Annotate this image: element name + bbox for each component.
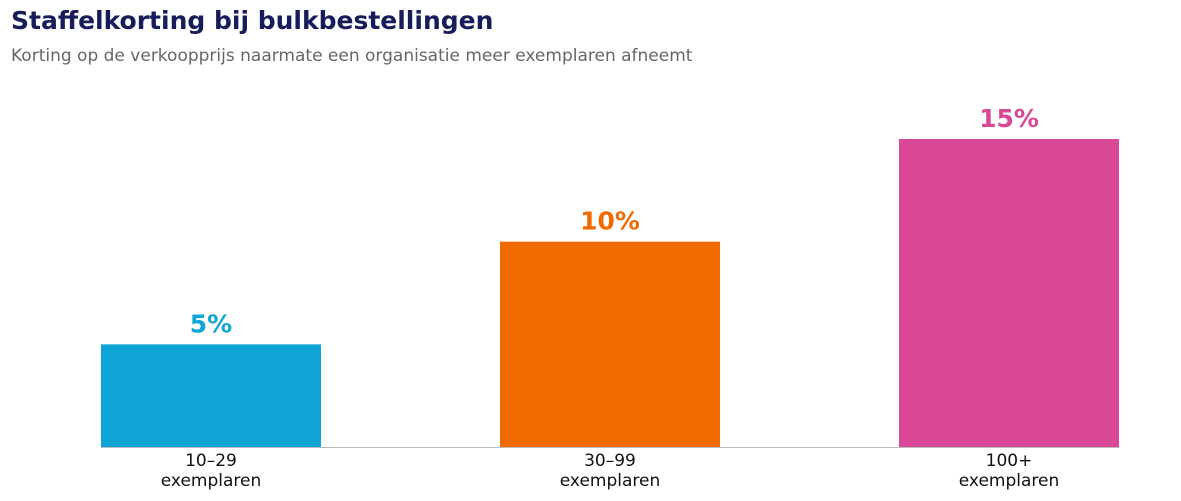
value-label: 15% — [979, 104, 1039, 133]
value-label: 10% — [580, 207, 640, 236]
bar — [899, 139, 1119, 447]
value-label: 5% — [190, 309, 232, 338]
chart-title: Staffelkorting bij bulkbestellingen — [11, 6, 493, 35]
x-tick-label: 10–29 exemplaren — [160, 451, 262, 491]
bar — [500, 241, 720, 447]
bar — [101, 344, 321, 447]
x-tick-label: 30–99 exemplaren — [559, 451, 661, 491]
chart-subtitle: Korting op de verkoopprijs naarmate een … — [11, 46, 693, 66]
x-tick-label: 100+ exemplaren — [958, 451, 1060, 491]
